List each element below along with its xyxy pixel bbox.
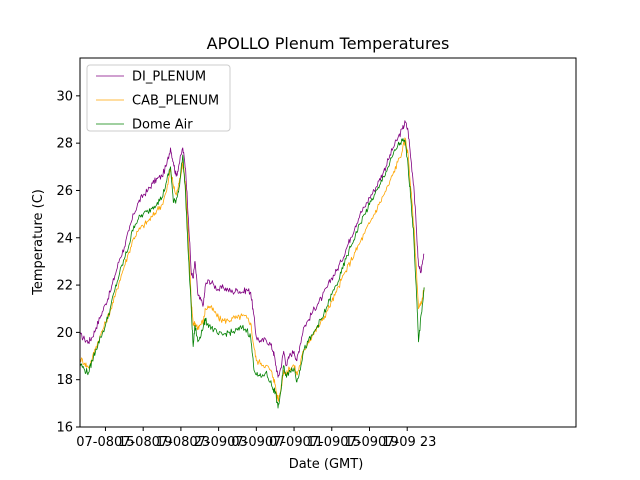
y-tick-label: 20 — [56, 326, 73, 341]
y-axis-ticks: 16 18 20 22 24 26 28 30 — [56, 89, 80, 436]
x-tick-label: 07-08 15 — [76, 435, 134, 450]
x-tick-label: 07-09 03 — [189, 435, 247, 450]
x-tick-label: 07-08 23 — [152, 435, 210, 450]
series-line-cab-plenum — [79, 137, 425, 402]
plot-lines — [79, 120, 425, 409]
y-tick-label: 22 — [56, 279, 73, 294]
series-line-di-plenum — [79, 120, 425, 378]
y-tick-label: 16 — [56, 421, 73, 436]
x-tick-label: 07-09 15 — [303, 435, 361, 450]
y-tick-label: 24 — [56, 231, 73, 246]
y-tick-label: 28 — [56, 137, 73, 152]
y-tick-label: 26 — [56, 184, 73, 199]
x-tick-label: 07-09 07 — [227, 435, 285, 450]
y-axis-label: Temperature (C) — [31, 189, 46, 296]
plot-frame — [79, 57, 577, 428]
legend-label: CAB_PLENUM — [132, 94, 219, 109]
legend-frame — [86, 64, 231, 132]
x-tick-label: 07-09 19 — [340, 435, 398, 450]
chart-title: APOLLO Plenum Temperatures — [207, 34, 450, 53]
x-tick-label: 07-09 23 — [378, 435, 436, 450]
x-tick-label: 07-09 11 — [265, 435, 323, 450]
legend: DI_PLENUM CAB_PLENUM Dome Air — [86, 64, 231, 133]
x-axis-label: Date (GMT) — [289, 457, 364, 472]
x-tick-label: 07-08 19 — [114, 435, 172, 450]
y-tick-label: 18 — [56, 373, 73, 388]
series-line-dome-air — [79, 138, 425, 409]
legend-label: DI_PLENUM — [132, 70, 206, 85]
y-tick-label: 30 — [56, 89, 73, 104]
legend-label: Dome Air — [132, 118, 193, 133]
